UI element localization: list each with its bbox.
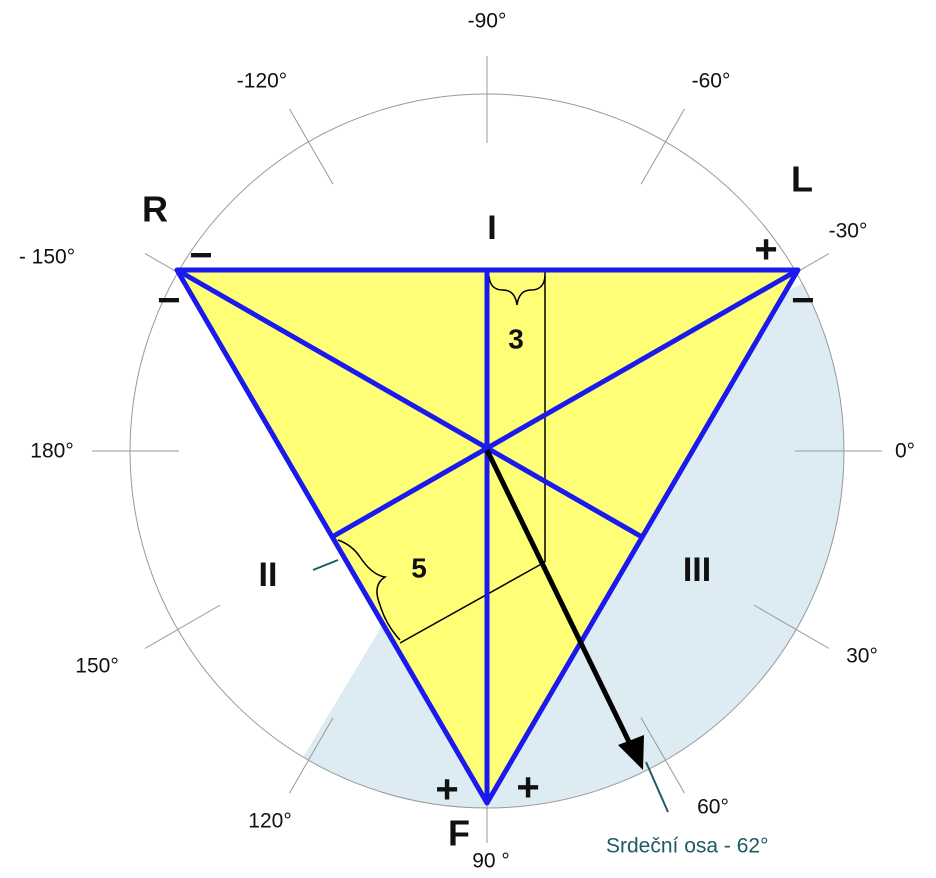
angle-label: 90 °	[472, 850, 510, 873]
angle-label: - 150°	[19, 246, 75, 269]
angle-label: 120°	[248, 810, 291, 833]
lead-label: II	[259, 556, 278, 594]
angle-tick	[289, 717, 334, 794]
angle-label: -30°	[829, 220, 868, 243]
angle-tick	[640, 717, 685, 794]
angle-tick	[640, 108, 685, 185]
angle-tick	[753, 604, 830, 649]
angle-label: 30°	[846, 645, 878, 668]
angle-label: 180°	[30, 440, 73, 463]
polarity-sign: −	[189, 234, 212, 278]
triangle-lines	[174, 267, 801, 806]
electrode-label: L	[791, 159, 813, 200]
electrode-label: R	[142, 189, 168, 230]
projection-length: 3	[508, 323, 524, 354]
axis-label: Srdeční osa - 62°	[606, 835, 768, 858]
angle-label: 0°	[895, 440, 915, 463]
lead-label: I	[487, 209, 496, 247]
angle-ticks	[92, 56, 882, 843]
polarity-sign: +	[516, 766, 539, 810]
lead-label: III	[683, 551, 711, 589]
angle-label: 60°	[697, 796, 729, 819]
projection-length: 5	[411, 552, 427, 583]
heart-axis-arrow	[312, 448, 669, 813]
angle-label: -90°	[468, 10, 507, 33]
angle-label: -120°	[237, 70, 287, 93]
electrode-label: F	[448, 813, 470, 854]
polarity-sign: −	[791, 279, 814, 323]
angle-label: -60°	[692, 70, 731, 93]
angle-label: 150°	[75, 655, 118, 678]
angle-tick	[289, 108, 334, 185]
polarity-sign: −	[157, 279, 180, 323]
polarity-sign: +	[754, 228, 777, 272]
angle-tick	[144, 604, 221, 649]
polarity-sign: +	[435, 768, 458, 812]
